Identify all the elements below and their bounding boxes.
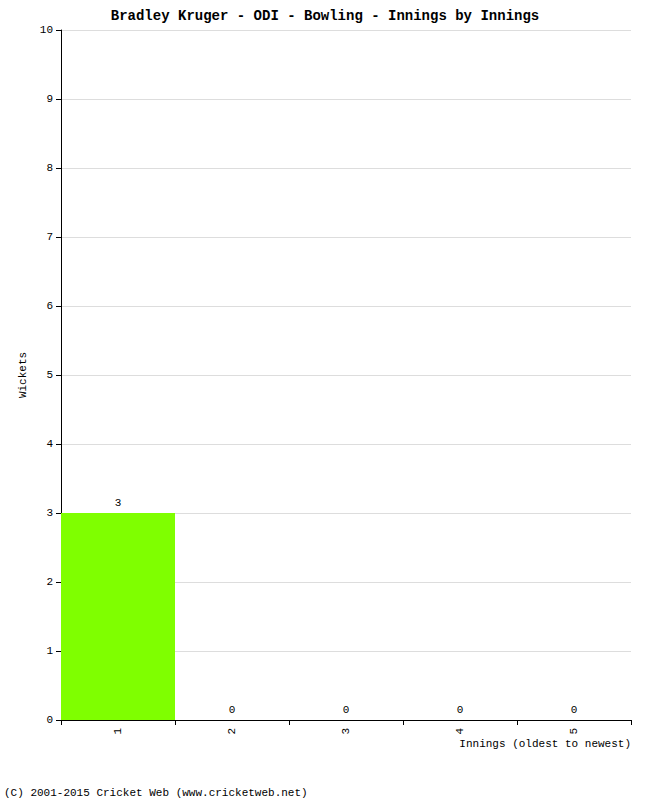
svg-text:2: 2 — [46, 576, 53, 588]
svg-text:9: 9 — [46, 93, 53, 105]
svg-text:2: 2 — [226, 728, 238, 735]
svg-text:(C) 2001-2015 Cricket Web (www: (C) 2001-2015 Cricket Web (www.cricketwe… — [4, 787, 308, 799]
svg-text:7: 7 — [46, 231, 53, 243]
svg-text:0: 0 — [571, 704, 578, 716]
svg-text:Wickets: Wickets — [17, 352, 29, 398]
svg-text:3: 3 — [340, 728, 352, 735]
svg-text:0: 0 — [229, 704, 236, 716]
svg-text:1: 1 — [112, 728, 124, 735]
svg-text:8: 8 — [46, 162, 53, 174]
svg-text:4: 4 — [454, 728, 466, 735]
svg-text:1: 1 — [46, 645, 53, 657]
svg-text:10: 10 — [40, 24, 53, 36]
svg-text:3: 3 — [46, 507, 53, 519]
svg-text:0: 0 — [46, 714, 53, 726]
svg-text:3: 3 — [115, 497, 122, 509]
svg-text:0: 0 — [457, 704, 464, 716]
svg-text:5: 5 — [46, 369, 53, 381]
svg-text:Bradley Kruger - ODI - Bowling: Bradley Kruger - ODI - Bowling - Innings… — [111, 8, 539, 24]
svg-text:Innings (oldest to newest): Innings (oldest to newest) — [459, 738, 631, 750]
svg-text:4: 4 — [46, 438, 53, 450]
svg-text:6: 6 — [46, 300, 53, 312]
svg-text:0: 0 — [343, 704, 350, 716]
svg-text:5: 5 — [568, 728, 580, 735]
